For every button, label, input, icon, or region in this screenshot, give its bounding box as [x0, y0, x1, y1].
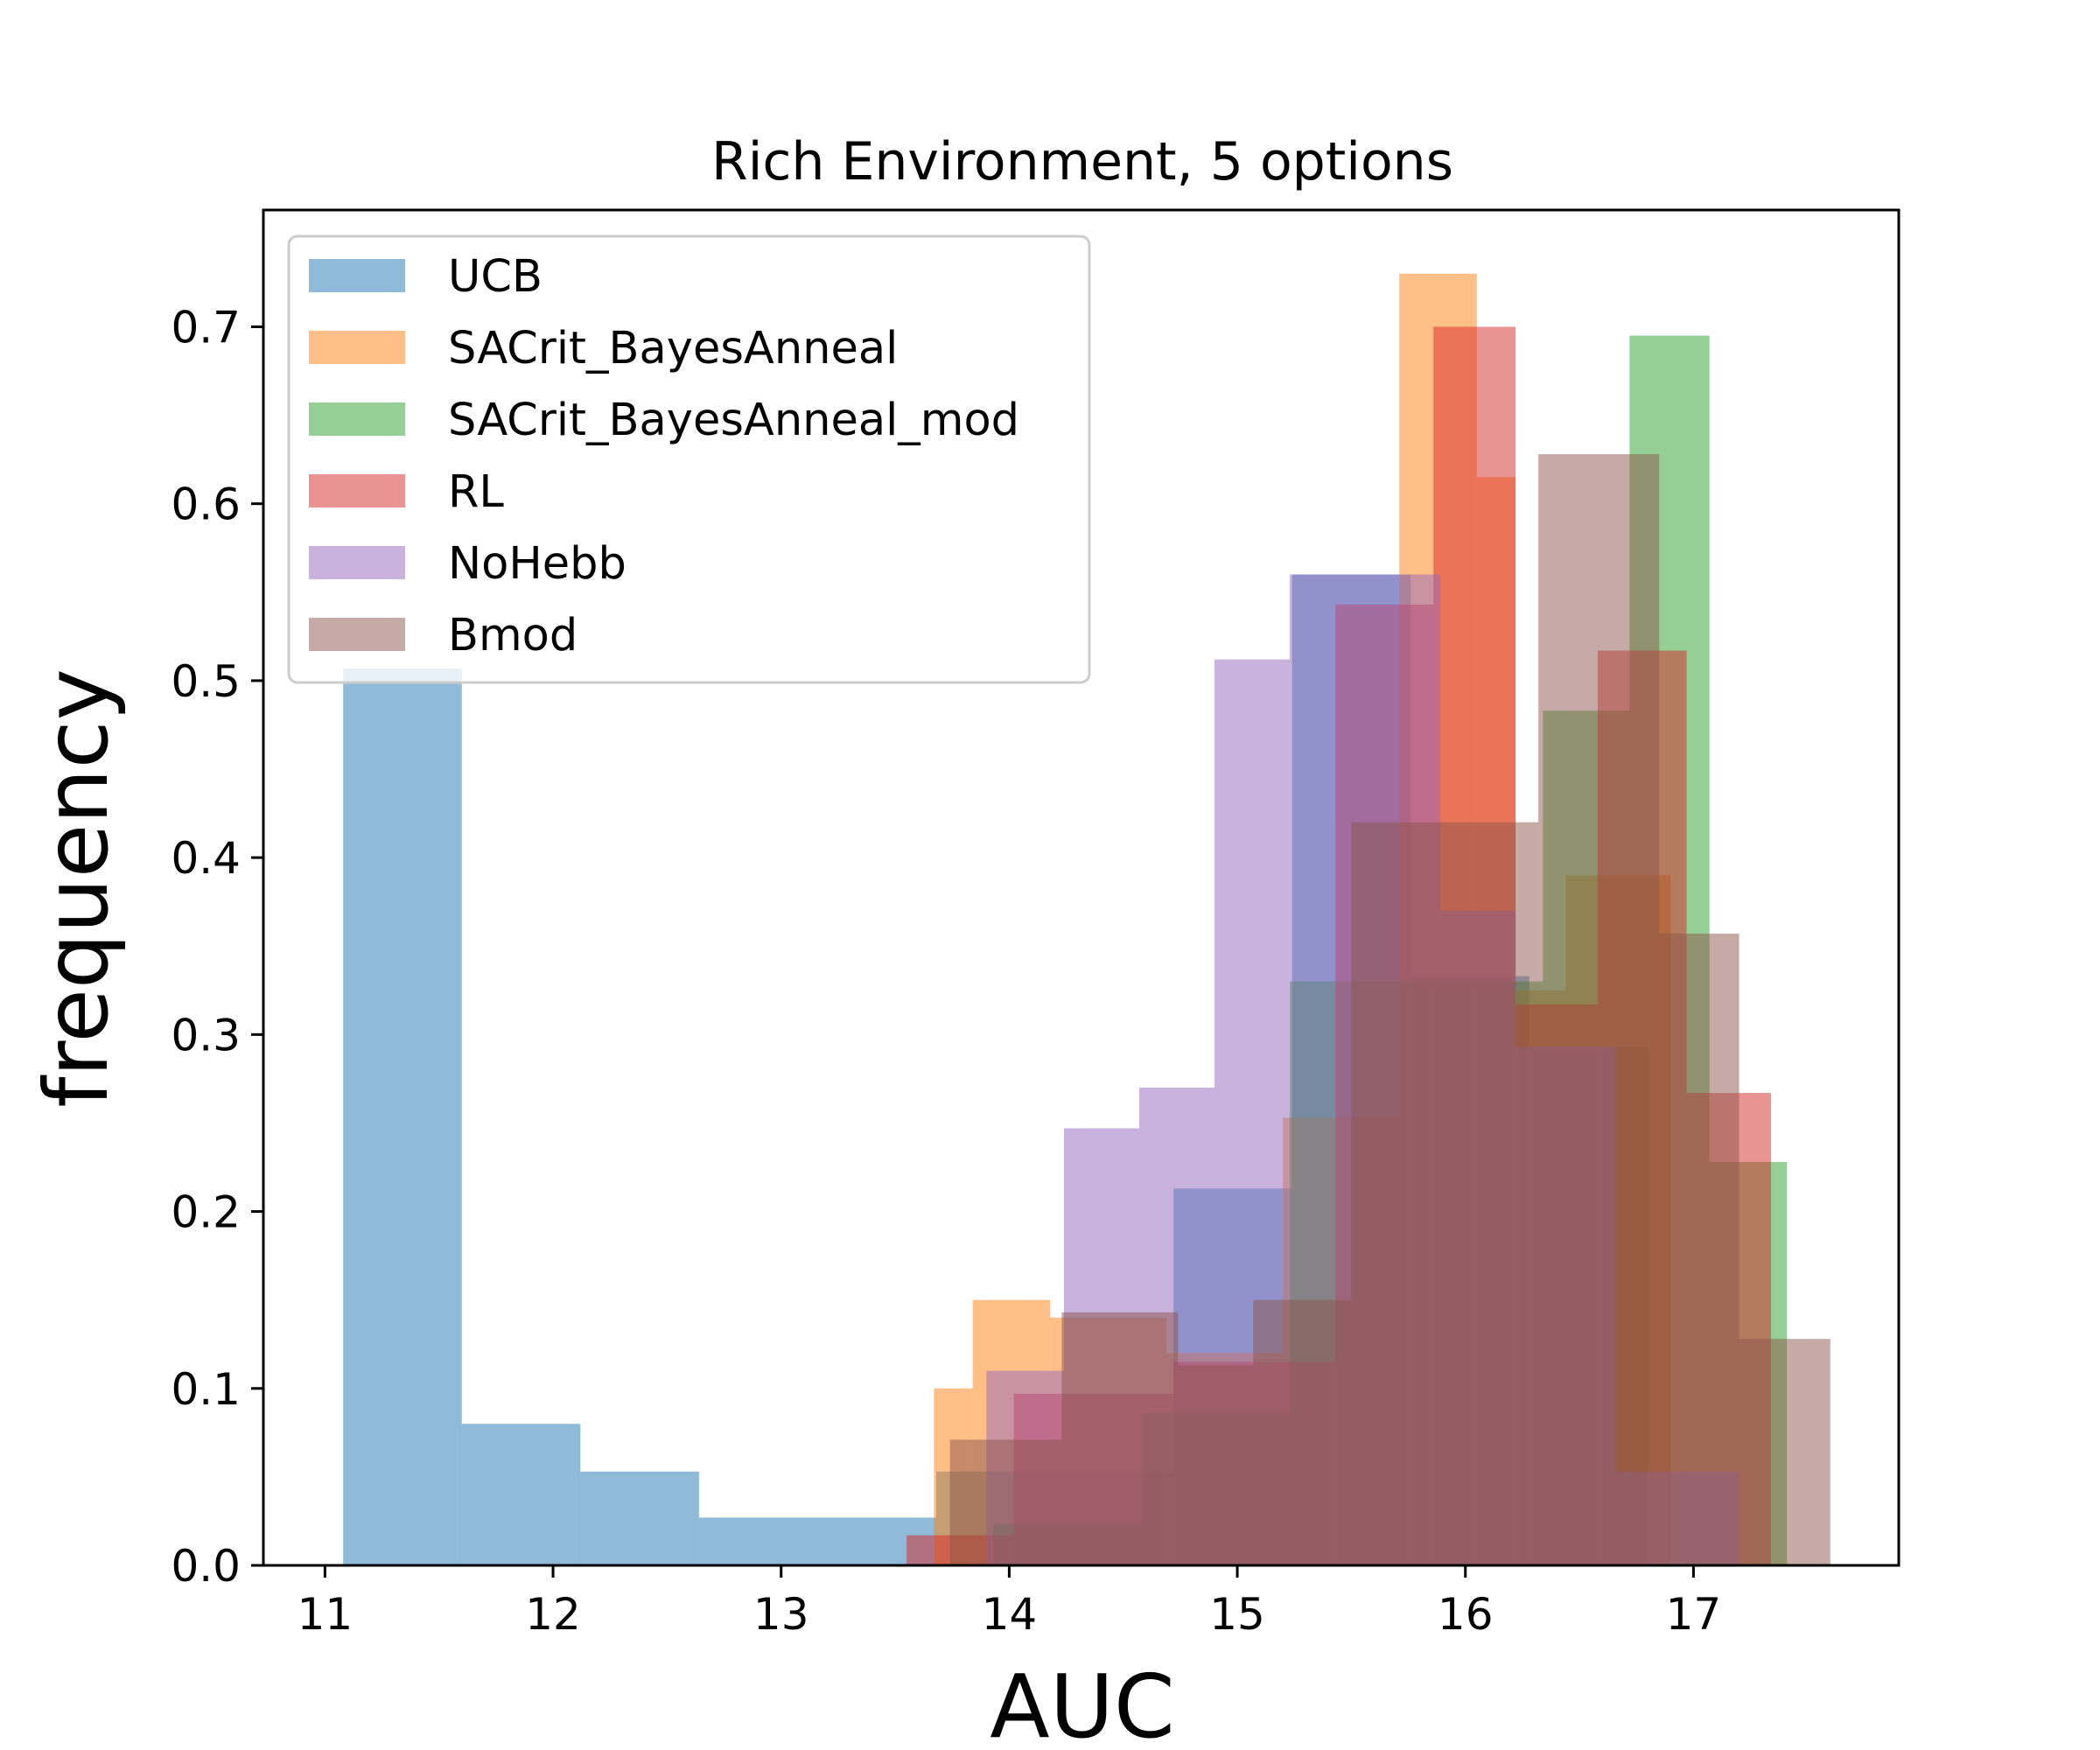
histogram-bar-s6-b5 [1351, 822, 1539, 1565]
legend-swatch-6 [309, 618, 405, 651]
y-tick-label: 0.7 [171, 302, 241, 353]
x-tick-label: 17 [1666, 1589, 1722, 1640]
y-tick-label: 0.5 [171, 656, 241, 707]
x-tick-label: 14 [982, 1589, 1038, 1640]
legend-items: UCB SACrit_BayesAnneal SACrit_BayesAnneal_… [309, 251, 1019, 662]
legend-swatch-3 [309, 402, 405, 436]
legend-swatch-5 [309, 546, 405, 579]
legend-label-1: UCB [448, 251, 542, 303]
x-tick-label: 15 [1209, 1589, 1265, 1640]
histogram-bar-s1-b1 [343, 668, 462, 1565]
legend-label-4: RL [448, 466, 504, 518]
histogram-bar-s6-b4 [1253, 1299, 1352, 1565]
x-axis-label: AUC [990, 1656, 1174, 1750]
x-tick-label: 12 [525, 1589, 581, 1640]
series-6-bars [949, 454, 1830, 1565]
x-axis-ticks: 11 12 13 14 15 16 17 [298, 1565, 1722, 1640]
legend-swatch-1 [309, 259, 405, 292]
histogram-bar-s6-b7 [1659, 934, 1740, 1565]
y-tick-label: 0.4 [171, 833, 241, 884]
bars-layer [343, 273, 1830, 1566]
chart-title: Rich Environment, 5 options [711, 131, 1453, 192]
y-axis-label: frequency [25, 668, 128, 1108]
y-tick-label: 0.6 [171, 480, 241, 530]
x-tick-label: 13 [753, 1589, 809, 1640]
y-tick-label: 0.1 [171, 1364, 241, 1415]
histogram-bar-s1-b4 [698, 1517, 936, 1565]
legend-swatch-2 [309, 331, 405, 364]
legend-label-2: SACrit_BayesAnneal [448, 323, 898, 374]
histogram-bar-s6-b8 [1739, 1339, 1830, 1565]
legend-label-3: SACrit_BayesAnneal_mod [448, 395, 1019, 446]
y-axis-ticks: 0.0 0.1 0.2 0.3 0.4 0.5 0.6 0.7 [171, 302, 263, 1592]
legend-label-5: NoHebb [448, 538, 626, 590]
histogram-bar-s6-b3 [1178, 1365, 1254, 1565]
legend-swatch-4 [309, 474, 405, 508]
legend-label-6: Bmod [448, 610, 578, 662]
y-tick-label: 0.0 [171, 1541, 241, 1592]
histogram-bar-s1-b2 [461, 1424, 581, 1565]
histogram-bar-s6-b1 [949, 1439, 1062, 1565]
x-tick-label: 16 [1438, 1589, 1494, 1640]
x-tick-label: 11 [298, 1589, 354, 1640]
histogram-bar-s6-b2 [1061, 1312, 1179, 1565]
y-tick-label: 0.3 [171, 1010, 241, 1060]
legend: UCB SACrit_BayesAnneal SACrit_BayesAnneal_… [287, 234, 1091, 684]
histogram-bar-s6-b6 [1538, 454, 1660, 1565]
histogram-bar-s1-b3 [580, 1471, 699, 1565]
y-tick-label: 0.2 [171, 1187, 241, 1238]
plot-frame [262, 208, 1900, 1567]
legend-box [287, 234, 1091, 684]
